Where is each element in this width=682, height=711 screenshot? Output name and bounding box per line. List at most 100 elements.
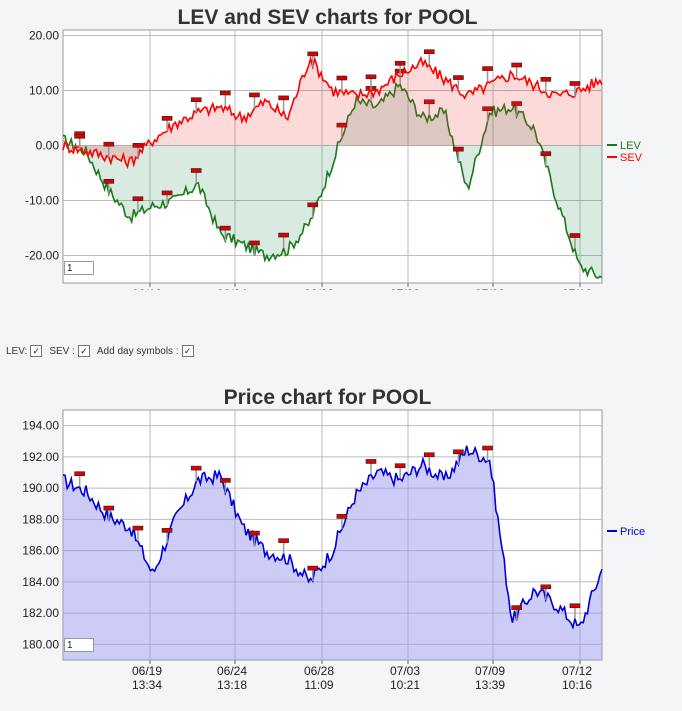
y-tick-label: 188.00: [22, 512, 59, 526]
day-symbol: [336, 75, 348, 81]
day-symbol: [511, 62, 522, 68]
x-tick-label-date: 07/09: [475, 287, 505, 290]
lev-checkbox-label: LEV:: [6, 345, 28, 357]
day-symbol: [511, 605, 522, 610]
price-zoom-input[interactable]: 1: [64, 638, 94, 652]
lev-zoom-input[interactable]: 1: [64, 261, 94, 275]
x-tick-label-date: 07/03: [390, 664, 420, 678]
y-tick-label: 182.00: [22, 606, 59, 620]
day-symbol: [74, 471, 85, 477]
x-tick-label-date: 07/12: [562, 664, 592, 678]
lev-sev-chart: LEV and SEV charts for POOL06/1913:3406/…: [25, 6, 643, 290]
x-tick-label-date: 06/28: [304, 664, 334, 678]
day-symbol: [569, 81, 581, 86]
day-symbol: [220, 225, 231, 231]
legend-label: Price: [620, 526, 645, 538]
day-symbol: [307, 51, 319, 57]
series-line-price: [62, 445, 603, 630]
day-symbol: [190, 465, 202, 471]
y-tick-label: 190.00: [22, 481, 59, 495]
y-tick-label: 10.00: [29, 84, 59, 98]
series-area-sev: [63, 58, 602, 167]
day-symbol: [482, 445, 493, 451]
y-tick-label: 192.00: [22, 450, 59, 464]
day-symbol: [190, 168, 202, 173]
day-symbol: [190, 97, 202, 102]
day-symbol: [394, 61, 406, 66]
y-tick-label: -10.00: [25, 194, 59, 208]
day-symbol: [540, 151, 552, 156]
legend-label: LEV: [620, 140, 641, 152]
day-symbol: [423, 99, 435, 105]
day-symbol: [453, 146, 464, 152]
day-symbol: [220, 90, 231, 96]
x-tick-label-time: 13:18: [217, 678, 247, 692]
day-symbol: [278, 95, 289, 101]
day-symbol: [249, 530, 260, 536]
x-tick-label-date: 06/24: [217, 664, 247, 678]
y-tick-label: -20.00: [25, 249, 59, 263]
day-symbol: [103, 505, 115, 511]
day-symbol: [278, 232, 289, 238]
day-symbol: [540, 584, 552, 590]
day-symbol: [249, 92, 260, 98]
day-symbol: [423, 49, 435, 55]
sev-checkbox[interactable]: ✓: [77, 345, 90, 357]
day-symbol: [394, 463, 406, 468]
x-tick-label-date: 06/19: [132, 664, 162, 678]
chart-controls: LEV: ✓ SEV : ✓ Add day symbols : ✓: [6, 345, 198, 357]
chart-title: Price chart for POOL: [224, 386, 432, 409]
day-symbol: [336, 122, 348, 128]
lev-checkbox[interactable]: ✓: [30, 345, 43, 357]
day-symbol: [540, 77, 552, 82]
x-tick-label-date: 06/19: [132, 287, 162, 290]
y-tick-label: 184.00: [22, 575, 59, 589]
chart-title: LEV and SEV charts for POOL: [178, 6, 478, 29]
day-symbol: [453, 449, 464, 455]
x-tick-label-time: 11:09: [304, 678, 333, 692]
series-line-sev: [62, 55, 603, 170]
day-symbol: [365, 74, 377, 80]
day-symbol: [249, 240, 260, 246]
day-symbol: [569, 233, 581, 238]
x-tick-label-time: 13:39: [475, 678, 505, 692]
x-tick-label-date: 07/03: [390, 287, 420, 290]
day-symbol: [365, 459, 377, 464]
y-tick-label: 180.00: [22, 637, 59, 651]
day-symbol: [132, 196, 144, 202]
x-tick-label-date: 06/24: [217, 287, 247, 290]
series-area-price: [63, 445, 602, 660]
day-symbol: [482, 66, 493, 71]
day-symbol: [161, 116, 173, 121]
day-symbol: [482, 106, 493, 112]
day-symbol: [103, 141, 115, 147]
x-tick-label-time: 10:16: [562, 678, 592, 692]
day-symbol: [161, 528, 173, 533]
day-symbols-checkbox[interactable]: ✓: [181, 345, 194, 357]
y-tick-label: 20.00: [29, 29, 59, 43]
x-tick-label-time: 10:21: [390, 678, 420, 692]
day-symbol: [132, 143, 144, 148]
x-tick-label-date: 07/12: [562, 287, 592, 290]
day-symbol: [161, 190, 173, 196]
day-symbol: [423, 452, 435, 458]
day-symbol: [511, 101, 522, 106]
x-tick-label-time: 13:34: [132, 678, 162, 692]
series-area-lev: [63, 83, 602, 279]
day-symbol: [132, 525, 144, 531]
y-tick-label: 186.00: [22, 544, 59, 558]
x-tick-label-date: 07/09: [475, 664, 505, 678]
day-symbol: [307, 202, 319, 208]
day-symbol: [278, 538, 289, 543]
day-symbol: [453, 75, 464, 80]
y-tick-label: 0.00: [36, 139, 60, 153]
day-symbol: [569, 603, 581, 609]
day-symbols-checkbox-label: Add day symbols :: [96, 345, 179, 357]
series-line-lev: [62, 81, 603, 280]
day-symbol: [307, 565, 319, 571]
day-symbol: [74, 134, 85, 139]
day-symbol: [336, 514, 348, 519]
legend-label: SEV: [620, 152, 643, 164]
day-symbol: [220, 478, 231, 483]
